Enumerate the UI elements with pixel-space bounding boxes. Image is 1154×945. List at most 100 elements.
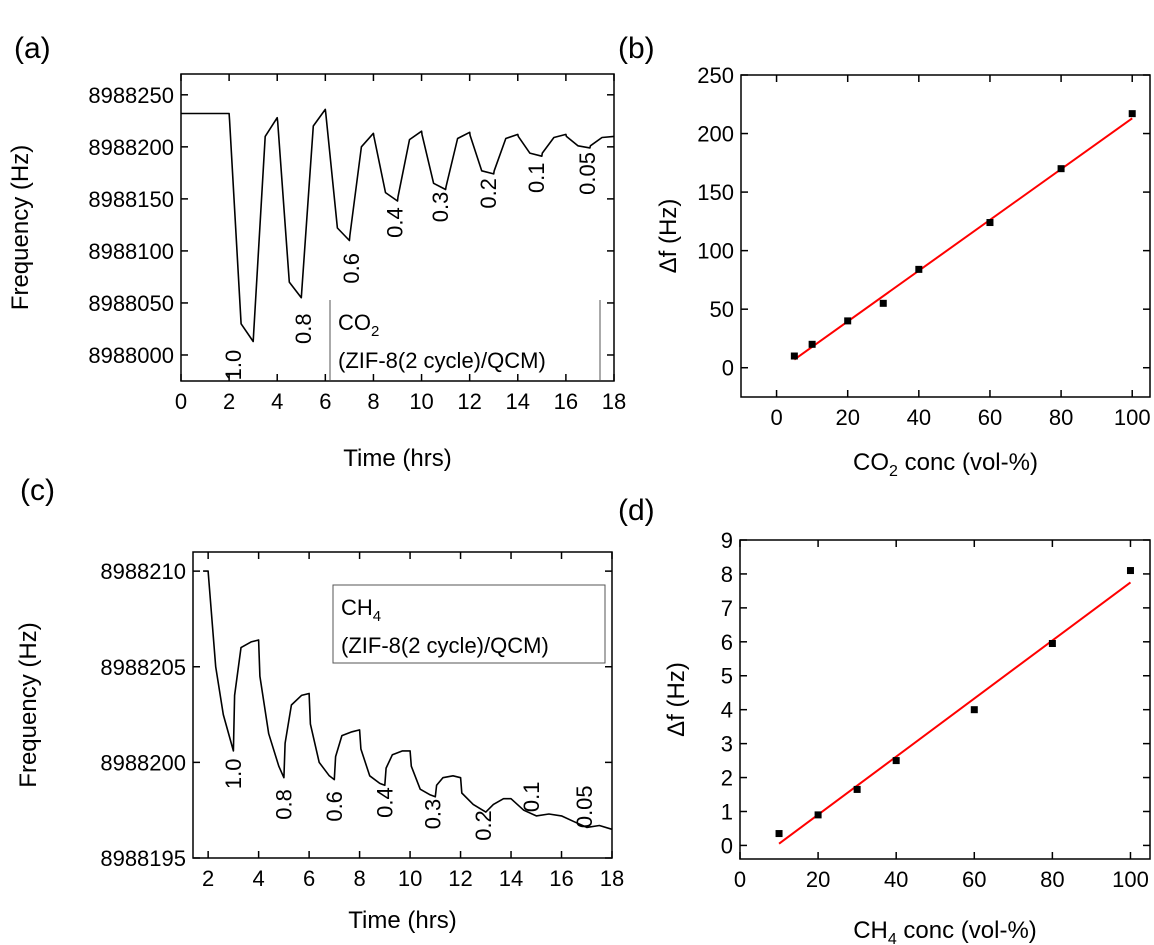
x-tick-label: 12 — [457, 389, 481, 414]
x-tick-label: 20 — [806, 867, 830, 892]
y-axis-title: Δf (Hz) — [655, 199, 682, 274]
x-tick-label: 14 — [499, 866, 523, 891]
data-point — [844, 317, 852, 325]
concentration-label: 0.3 — [428, 192, 453, 223]
x-tick-label: 60 — [962, 867, 986, 892]
x-tick-label: 80 — [1049, 405, 1073, 430]
y-tick-label: 5 — [721, 664, 733, 689]
concentration-label: 0.6 — [339, 253, 364, 284]
data-point — [915, 265, 923, 273]
y-axis-title: Δf (Hz) — [663, 662, 690, 737]
x-axis-title: Time (hrs) — [348, 907, 456, 934]
y-tick-label: 8988200 — [100, 750, 186, 775]
plot-frame — [180, 73, 615, 382]
data-point — [790, 352, 798, 360]
x-tick-label: 60 — [978, 405, 1002, 430]
linear-fit-line — [778, 581, 1132, 845]
y-tick-label: 250 — [697, 63, 734, 88]
chart-panel-b: (b) 0 20 40 60 80 100 0 50 100 150 200 250 CO2 conc (… — [618, 32, 1151, 480]
y-tick-label: 2 — [721, 766, 733, 791]
panel-label: (c) — [20, 474, 55, 507]
plot-frame — [740, 74, 1151, 398]
panel-label: (b) — [618, 32, 655, 65]
x-tick-label: 16 — [554, 389, 578, 414]
data-point — [775, 830, 783, 838]
x-tick-label: 8 — [353, 866, 365, 891]
x-tick-label: 80 — [1040, 867, 1064, 892]
x-tick-label: 100 — [1112, 867, 1149, 892]
legend: CO2 (ZIF-8(2 cycle)/QCM) — [329, 300, 601, 380]
concentration-label: 0.4 — [372, 787, 397, 818]
y-tick-label: 200 — [697, 122, 734, 147]
concentration-label: 0.05 — [575, 152, 600, 195]
x-tick-label: 20 — [835, 405, 859, 430]
y-tick-label: 6 — [721, 630, 733, 655]
y-tick-label: 150 — [697, 180, 734, 205]
plot-frame — [739, 539, 1151, 860]
concentration-label: 0.1 — [524, 162, 549, 193]
y-tick-label: 8988195 — [100, 846, 186, 871]
x-tick-label: 4 — [253, 866, 265, 891]
x-tick-label: 18 — [600, 866, 624, 891]
x-tick-label: 14 — [506, 389, 530, 414]
panel-label: (d) — [618, 494, 655, 527]
x-axis-title: Time (hrs) — [343, 445, 451, 472]
y-tick-label: 100 — [697, 239, 734, 264]
concentration-label: 0.8 — [271, 789, 296, 820]
data-point — [1126, 567, 1134, 575]
y-tick-label: 8988200 — [88, 135, 174, 160]
chart-panel-c: (c) 2 4 6 8 10 12 14 16 18 8988195 8988200 8988205 89… — [15, 474, 624, 934]
data-point — [808, 340, 816, 348]
series-line — [181, 108, 615, 343]
x-tick-label: 4 — [271, 389, 283, 414]
x-axis-title: CO2 conc (vol-%) — [853, 449, 1038, 480]
concentration-label: 1.0 — [221, 350, 246, 381]
data-point — [970, 706, 978, 714]
x-tick-label: 10 — [398, 866, 422, 891]
x-tick-label: 8 — [367, 389, 379, 414]
concentration-label: 0.2 — [476, 178, 501, 209]
concentration-label: 0.4 — [382, 207, 407, 238]
concentration-label: 0.3 — [420, 799, 445, 830]
x-tick-label: 2 — [223, 389, 235, 414]
legend-sample: (ZIF-8(2 cycle)/QCM) — [341, 633, 549, 658]
y-tick-label: 8988150 — [88, 187, 174, 212]
data-point — [986, 219, 994, 227]
data-point — [853, 785, 861, 793]
concentration-label: 1.0 — [221, 759, 246, 790]
data-point — [814, 811, 822, 819]
x-tick-label: 0 — [175, 389, 187, 414]
x-tick-label: 40 — [884, 867, 908, 892]
x-axis-title: CH4 conc (vol-%) — [853, 917, 1037, 945]
y-tick-label: 0 — [722, 356, 734, 381]
series-line — [203, 570, 613, 831]
plot-frame — [192, 551, 613, 859]
x-tick-label: 0 — [734, 867, 746, 892]
x-tick-label: 10 — [409, 389, 433, 414]
y-tick-label: 8988050 — [88, 291, 174, 316]
y-tick-label: 8988205 — [100, 655, 186, 680]
y-tick-label: 0 — [721, 833, 733, 858]
y-tick-label: 8988000 — [88, 343, 174, 368]
x-tick-label: 40 — [907, 405, 931, 430]
concentration-label: 0.8 — [291, 313, 316, 344]
legend-sample: (ZIF-8(2 cycle)/QCM) — [338, 348, 546, 373]
y-tick-label: 1 — [721, 799, 733, 824]
concentration-label: 0.05 — [572, 785, 597, 828]
x-tick-label: 6 — [319, 389, 331, 414]
x-tick-label: 18 — [602, 389, 626, 414]
x-tick-label: 6 — [303, 866, 315, 891]
panel-label: (a) — [14, 32, 51, 65]
x-tick-label: 2 — [202, 866, 214, 891]
data-point — [879, 299, 887, 307]
x-tick-label: 0 — [770, 405, 782, 430]
y-tick-label: 50 — [710, 297, 734, 322]
y-tick-label: 8 — [721, 562, 733, 587]
y-tick-label: 3 — [721, 732, 733, 757]
y-tick-label: 7 — [721, 596, 733, 621]
legend: CH4 (ZIF-8(2 cycle)/QCM) — [332, 584, 606, 664]
chart-panel-a: (a) 0 2 4 6 8 10 12 14 16 18 8988000 8988050 8988100 8… — [7, 32, 626, 472]
data-point — [1128, 110, 1136, 118]
y-tick-label: 8988250 — [88, 83, 174, 108]
